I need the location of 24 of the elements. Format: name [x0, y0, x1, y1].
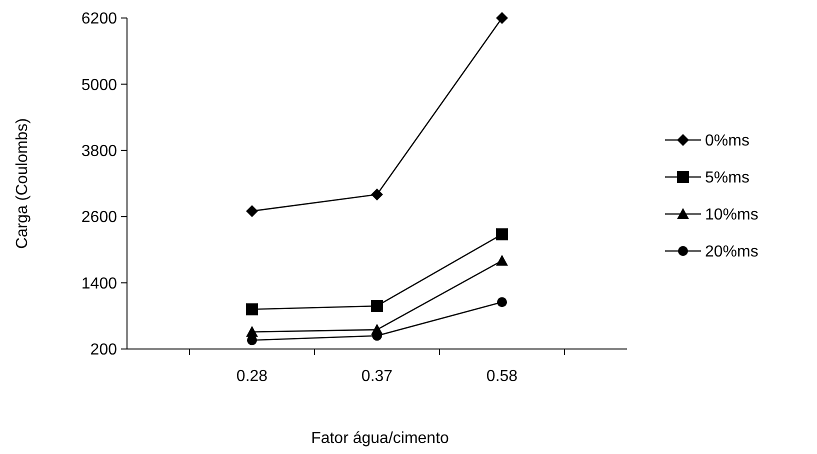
- point: [371, 188, 383, 201]
- point: [496, 228, 508, 240]
- point: [246, 205, 258, 218]
- point: [496, 254, 508, 266]
- point: [496, 12, 508, 24]
- x-axis-title: Fator água/cimento: [311, 430, 450, 447]
- point: [247, 335, 257, 346]
- y-axis-title: Carga (Coulombs): [14, 118, 31, 249]
- point: [371, 300, 383, 312]
- x-tick-label: 0.37: [361, 368, 393, 385]
- y-tick-label: 1400: [81, 275, 118, 292]
- legend-label: 0%ms: [705, 132, 750, 150]
- y-tick-label: 6200: [81, 10, 118, 28]
- legend-label: 10%ms: [705, 206, 758, 224]
- y-tick-label: 2600: [81, 209, 118, 226]
- x-tick-label: 0.58: [486, 368, 518, 385]
- y-tick-label: 3800: [81, 143, 118, 160]
- x-tick-label: 0.28: [236, 368, 268, 385]
- legend-label: 20%ms: [705, 244, 758, 261]
- point: [246, 303, 258, 316]
- legend-label: 5%ms: [705, 170, 750, 187]
- y-tick-label: 200: [90, 342, 118, 359]
- point: [497, 297, 507, 308]
- y-tick-label: 5000: [81, 76, 118, 94]
